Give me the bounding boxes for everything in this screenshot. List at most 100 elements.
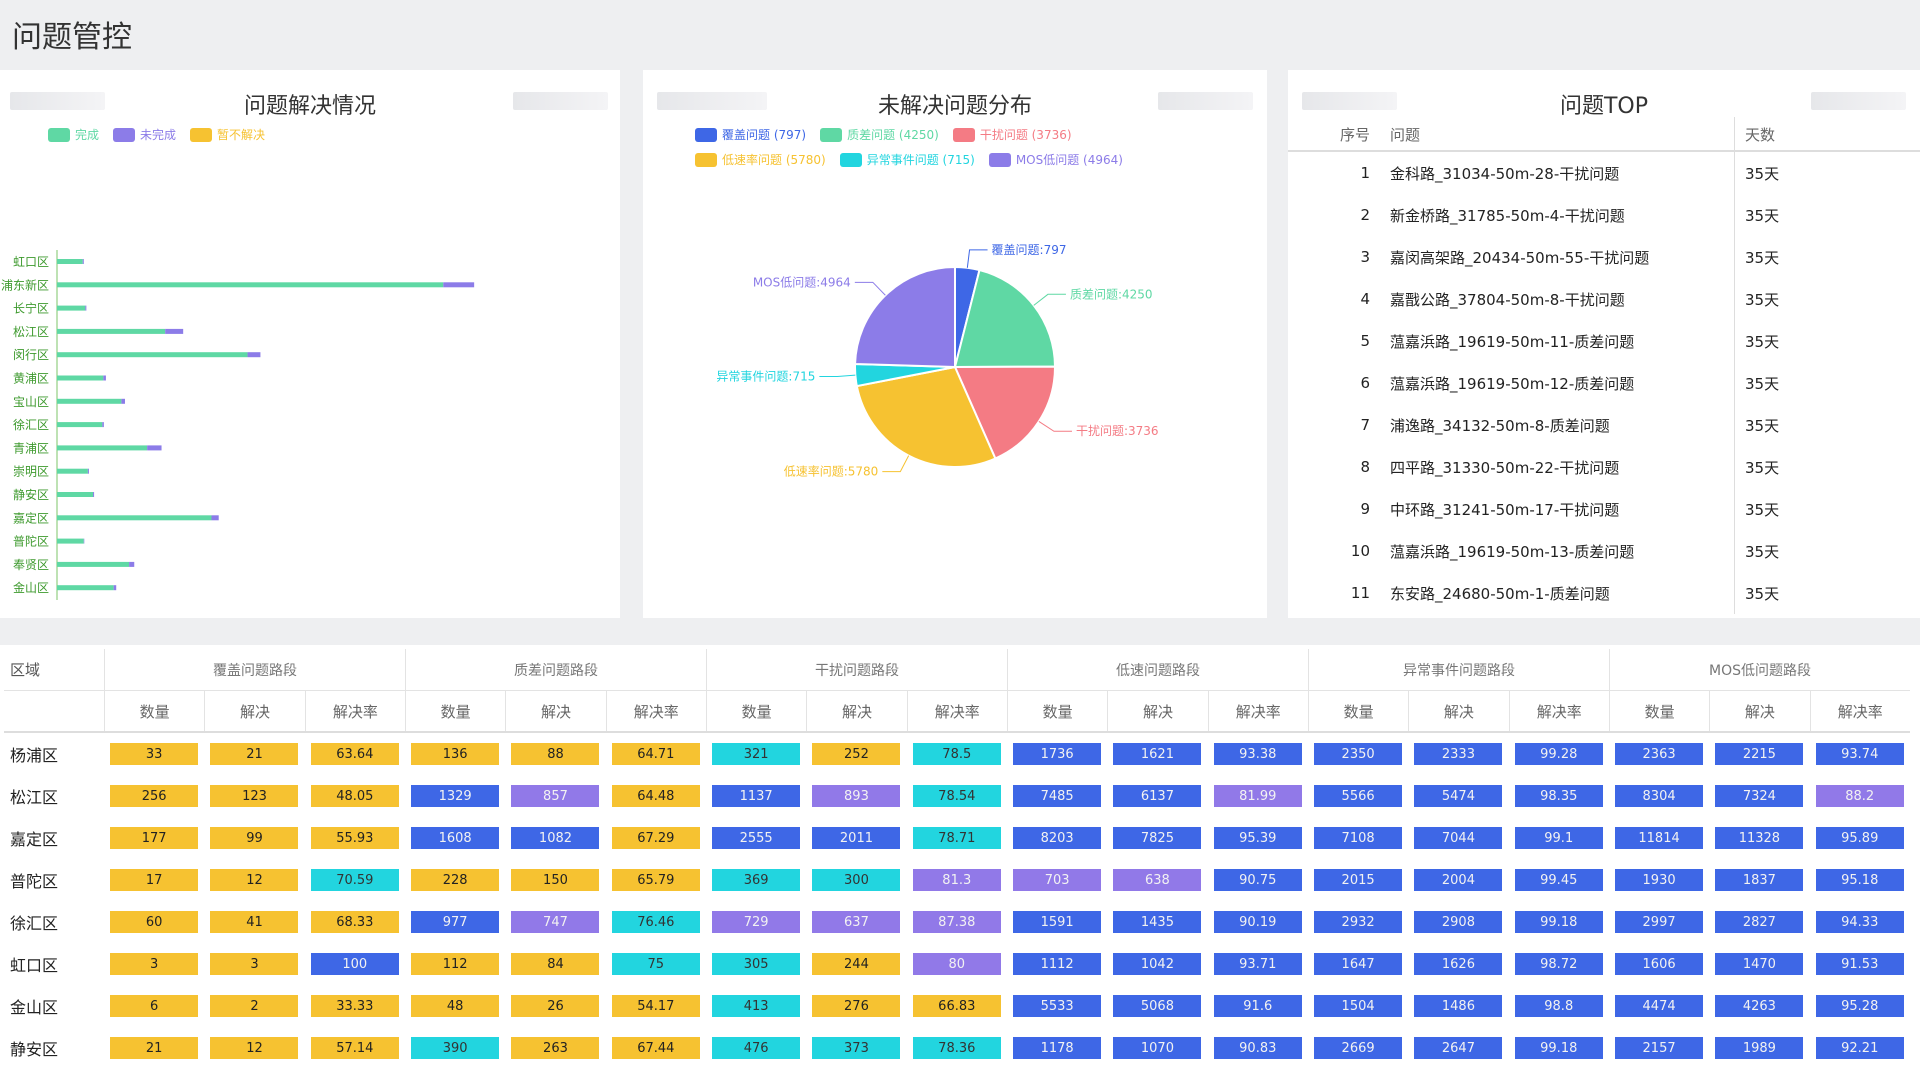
table-cell: 2932 [1308, 911, 1408, 933]
region-table: 区域 覆盖问题路段 质差问题路段 干扰问题路段 低速问题路段 异常事件问题路段 MOS低问… [4, 649, 1910, 1069]
bar-segment [57, 352, 248, 358]
legend-label: 覆盖问题 (797) [722, 128, 807, 142]
pie-legend-item[interactable]: 异常事件问题 (715) [839, 151, 975, 168]
table-sub-header-cell: 解决率 [1207, 691, 1308, 731]
table-cell-value: 95.39 [1213, 827, 1302, 849]
table-cell: 373 [806, 1037, 906, 1059]
bar-chart-legend[interactable]: 完成 未完成 暂不解决 [48, 126, 265, 143]
table-cell-value: 90.75 [1213, 869, 1302, 891]
top-issue-row[interactable]: 8 四平路_31330-50m-22-干扰问题 35天 [1288, 446, 1920, 488]
table-cell: 893 [806, 785, 906, 807]
top-issue-row[interactable]: 4 嘉戬公路_37804-50m-8-干扰问题 35天 [1288, 278, 1920, 320]
row-days: 35天 [1734, 236, 1920, 278]
top-issue-row[interactable]: 5 蕰嘉浜路_19619-50m-11-质差问题 35天 [1288, 320, 1920, 362]
table-cell-value: 60 [110, 911, 199, 933]
top-issues-card: 问题TOP 序号 问题 天数 1 金科路_31034-50m-28-干扰问题 35天… [1288, 70, 1920, 618]
row-number: 6 [1360, 374, 1370, 392]
pie-legend-item[interactable]: 干扰问题 (3736) [952, 126, 1072, 143]
table-cell-value: 2004 [1414, 869, 1503, 891]
table-sub-header-cell: 解决 [1709, 691, 1809, 731]
top-issue-row[interactable]: 11 东安路_24680-50m-1-质差问题 35天 [1288, 572, 1920, 614]
table-cell-value: 41 [210, 911, 299, 933]
pie-slice-label: 质差问题:4250 [1070, 287, 1153, 301]
table-cell-value: 136 [411, 743, 500, 765]
pie-chart: 覆盖问题:797 质差问题:4250 干扰问题:3736 低速率问题:5780 异常事件… [716, 243, 1159, 479]
top-issue-row[interactable]: 10 蕰嘉浜路_19619-50m-13-质差问题 35天 [1288, 530, 1920, 572]
table-cell-value: 1608 [411, 827, 500, 849]
top-issue-row[interactable]: 1 金科路_31034-50m-28-干扰问题 35天 [1288, 152, 1920, 194]
table-cell: 2157 [1609, 1037, 1709, 1059]
table-sub-header-cell: 数量 [1006, 691, 1107, 731]
legend-label: 干扰问题 (3736) [979, 128, 1072, 142]
table-cell-value: 78.71 [912, 827, 1001, 849]
table-cell: 95.39 [1208, 827, 1308, 849]
y-tick-label: 普陀区 [13, 534, 49, 549]
table-cell-value: 63.64 [310, 743, 399, 765]
table-cell-value: 93.71 [1213, 953, 1302, 975]
table-sub-header-cell: 解决 [1107, 691, 1207, 731]
table-cell-value: 88 [511, 743, 600, 765]
table-cell-value: 95.18 [1815, 869, 1904, 891]
table-group-header: 区域 覆盖问题路段 质差问题路段 干扰问题路段 低速问题路段 异常事件问题路段 MOS低问… [4, 649, 1910, 691]
top-issues-table: 序号 问题 天数 1 金科路_31034-50m-28-干扰问题 35天 2 新金桥路_… [1288, 117, 1920, 614]
table-cell: 177 [104, 827, 204, 849]
pie-slice-label: 干扰问题:3736 [1076, 424, 1159, 438]
table-cell: 90.83 [1208, 1037, 1308, 1059]
table-row: 松江区 256 123 48.05 1329 857 64.48 1137 893 78.54 74… [4, 775, 1910, 817]
pie-legend-item[interactable]: 质差问题 (4250) [820, 126, 939, 143]
bar-segment [57, 445, 148, 451]
table-cell: 48 [405, 995, 505, 1017]
pie-legend-item[interactable]: MOS低问题 (4964) [988, 151, 1123, 168]
row-days: 35天 [1734, 362, 1920, 404]
table-cell: 78.36 [907, 1037, 1007, 1059]
table-sub-header: 数量 解决 解决率 数量 解决 解决率 数量 解决 解决率 数量 解决 解决率 数量 解决 解决率 数量 解决解… [4, 691, 1910, 733]
bar-chart-title: 问题解决情况 [243, 94, 376, 119]
row-issue: 新金桥路_31785-50m-4-干扰问题 [1390, 206, 1625, 225]
top-issue-row[interactable]: 7 浦逸路_34132-50m-8-质差问题 35天 [1288, 404, 1920, 446]
bar-legend-item[interactable]: 暂不解决 [190, 126, 265, 143]
bar-segment [103, 375, 106, 381]
y-tick-label: 浦东新区 [1, 277, 49, 292]
top-issue-row[interactable]: 3 嘉闵高架路_20434-50m-55-干扰问题 35天 [1288, 236, 1920, 278]
table-cell: 48.05 [305, 785, 405, 807]
table-cell: 390 [405, 1037, 505, 1059]
pie-chart-legend[interactable]: 覆盖问题 (797) 质差问题 (4250) 干扰问题 (3736) 低速率问题 (5… [695, 126, 1175, 168]
table-cell: 2011 [806, 827, 906, 849]
table-cell: 1930 [1609, 869, 1709, 891]
table-cell: 70.59 [305, 869, 405, 891]
bar-segment [57, 538, 84, 544]
table-cell: 60 [104, 911, 204, 933]
table-cell: 57.14 [305, 1037, 405, 1059]
table-cell-value: 2555 [712, 827, 801, 849]
blurred-control-left [657, 92, 767, 110]
bar-legend-item[interactable]: 完成 [48, 126, 99, 143]
top-issue-row[interactable]: 9 中环路_31241-50m-17-干扰问题 35天 [1288, 488, 1920, 530]
bar-legend-item[interactable]: 未完成 [113, 126, 176, 143]
top-issue-row[interactable]: 6 蕰嘉浜路_19619-50m-12-质差问题 35天 [1288, 362, 1920, 404]
table-cell-value: 2997 [1615, 911, 1704, 933]
y-tick-label: 青浦区 [13, 441, 49, 455]
table-cell: 11814 [1609, 827, 1709, 849]
table-cell-value: 4474 [1615, 995, 1704, 1017]
table-cell: 263 [505, 1037, 605, 1059]
pie-legend-item[interactable]: 低速率问题 (5780) [695, 151, 826, 168]
table-cell-value: 75 [611, 953, 700, 975]
row-region: 松江区 [10, 788, 59, 807]
row-issue: 东安路_24680-50m-1-质差问题 [1390, 584, 1610, 603]
table-cell-value: 729 [712, 911, 801, 933]
table-cell: 2908 [1408, 911, 1508, 933]
page-title: 问题管控 [12, 20, 132, 55]
table-cell: 1486 [1408, 995, 1508, 1017]
table-cell: 67.44 [606, 1037, 706, 1059]
row-number: 9 [1360, 500, 1370, 518]
pie-legend-item[interactable]: 覆盖问题 (797) [695, 126, 806, 143]
table-cell: 93.38 [1208, 743, 1308, 765]
table-cell: 8203 [1007, 827, 1107, 849]
table-cell-value: 1837 [1715, 869, 1804, 891]
legend-label: 异常事件问题 (715) [866, 153, 975, 167]
table-cell: 321 [706, 743, 806, 765]
table-cell-value: 76.46 [611, 911, 700, 933]
top-issue-row[interactable]: 2 新金桥路_31785-50m-4-干扰问题 35天 [1288, 194, 1920, 236]
table-sub-header-cell: 解决率 [1809, 691, 1910, 731]
row-days: 35天 [1734, 446, 1920, 488]
